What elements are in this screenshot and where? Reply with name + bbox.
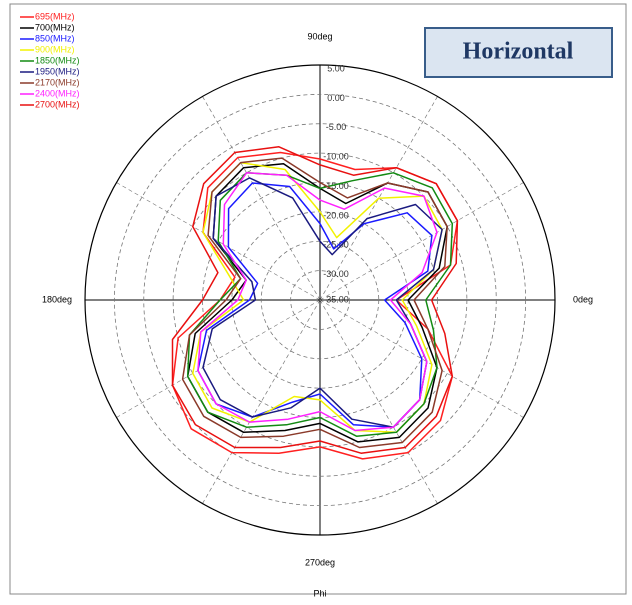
legend-label: 695(MHz): [35, 11, 75, 21]
legend-label: 2700(MHz): [35, 99, 80, 109]
series-line: [186, 172, 454, 437]
r-tick-label: -20.00: [323, 210, 349, 220]
series-line: [197, 172, 438, 432]
axis-label: Phi: [313, 588, 326, 598]
legend-label: 2170(MHz): [35, 77, 80, 87]
ring: [143, 123, 497, 477]
series-line: [181, 157, 448, 449]
legend-label: 2400(MHz): [35, 88, 80, 98]
angle-tick-label: 0deg: [573, 294, 593, 304]
chart-title: Horizontal: [463, 39, 574, 65]
r-tick-label: -5.00: [326, 122, 347, 132]
r-tick-label: 0.00: [327, 93, 345, 103]
angle-tick-label: 180deg: [42, 294, 72, 304]
plot: 5.00 0.00 -5.00 -10.00 -15.00 -20.00 -25.00 -30…: [42, 31, 593, 567]
series-line: [171, 146, 459, 454]
angle-tick-label: 90deg: [307, 31, 332, 41]
ring: [290, 270, 350, 330]
legend-label: 850(MHz): [35, 33, 75, 43]
r-tick-label: -35.00: [323, 294, 349, 304]
ring: [113, 93, 527, 507]
legend-label: 1850(MHz): [35, 55, 80, 65]
r-tick-label: -25.00: [323, 240, 349, 250]
title-box: [424, 27, 613, 78]
r-tick-label: -10.00: [323, 152, 349, 162]
ring: [84, 64, 556, 536]
angle-tick-label: 270deg: [305, 557, 335, 567]
ring: [172, 152, 468, 448]
r-tick-label: -15.00: [323, 181, 349, 191]
r-tick-label: -30.00: [323, 269, 349, 279]
legend-label: 900(MHz): [35, 44, 75, 54]
r-tick-label: 5.00: [327, 63, 345, 73]
legend-label: 700(MHz): [35, 22, 75, 32]
legend-label: 1950(MHz): [35, 66, 80, 76]
